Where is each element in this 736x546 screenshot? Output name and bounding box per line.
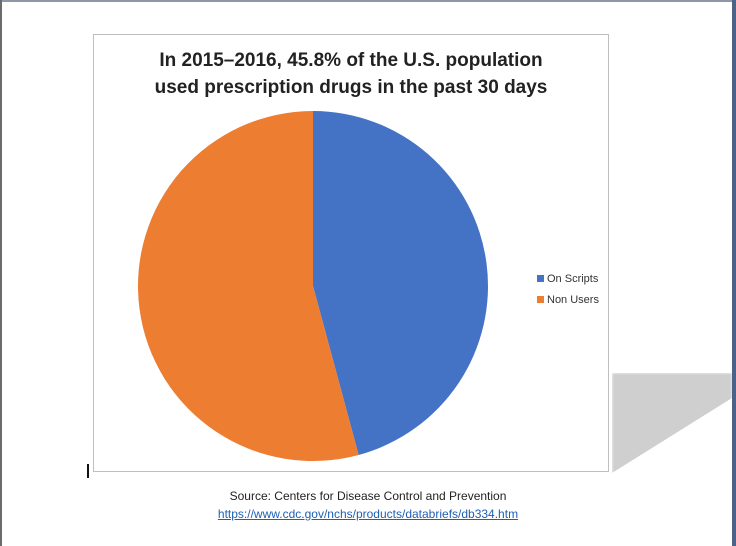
legend-item-on-scripts: On Scripts — [537, 268, 599, 289]
legend-swatch-non-users — [537, 296, 544, 303]
pie-chart — [137, 111, 488, 461]
window-right-scrollbar-edge — [732, 0, 736, 546]
chart-title: In 2015–2016, 45.8% of the U.S. populati… — [94, 47, 608, 101]
window-top-border — [0, 0, 736, 2]
legend-label-on-scripts: On Scripts — [547, 272, 599, 285]
source-link[interactable]: https://www.cdc.gov/nchs/products/databr… — [217, 507, 519, 521]
source-link-container: https://www.cdc.gov/nchs/products/databr… — [0, 507, 736, 521]
pie-slice-non-users — [137, 111, 359, 461]
chart-title-line-2: used prescription drugs in the past 30 d… — [154, 77, 548, 98]
chart-title-line-1: In 2015–2016, 45.8% of the U.S. populati… — [159, 50, 543, 71]
chart-legend: On Scripts Non Users — [537, 268, 599, 310]
chart-area[interactable]: In 2015–2016, 45.8% of the U.S. populati… — [93, 34, 609, 472]
legend-label-non-users: Non Users — [547, 293, 599, 306]
pie-slice-on-scripts — [313, 111, 488, 455]
text-cursor — [87, 464, 89, 478]
legend-item-non-users: Non Users — [537, 289, 599, 310]
legend-swatch-on-scripts — [537, 275, 544, 282]
chart-drop-shadow — [612, 373, 732, 473]
source-caption: Source: Centers for Disease Control and … — [229, 489, 507, 503]
window-left-border — [0, 0, 2, 546]
